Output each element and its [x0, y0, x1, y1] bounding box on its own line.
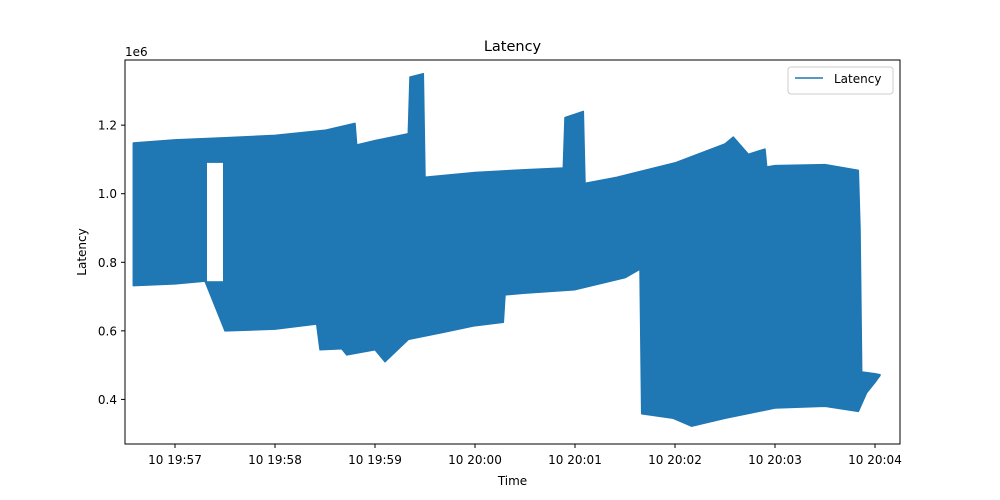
y-axis: 0.4 0.6 0.8 1.0 1.2 [98, 119, 125, 407]
x-tick-label: 10 19:59 [348, 453, 402, 467]
y-axis-title: Latency [75, 228, 89, 275]
axes-frame [124, 59, 901, 445]
x-axis-title: Time [497, 474, 527, 488]
y-tick-label: 0.6 [98, 324, 117, 338]
y-tick-label: 1.0 [98, 187, 117, 201]
x-tick-label: 10 20:00 [448, 453, 502, 467]
y-tick-label: 1.2 [98, 119, 117, 133]
legend-box [787, 66, 894, 95]
x-tick-label: 10 20:02 [648, 453, 702, 467]
x-tick-label: 10 20:01 [548, 453, 602, 467]
x-tick-label: 10 19:57 [148, 453, 202, 467]
y-tick-label: 0.8 [98, 256, 117, 270]
series-band-latency [132, 72, 881, 427]
series-gap-0 [207, 162, 223, 282]
x-tick-label: 10 20:03 [748, 453, 802, 467]
y-tick-label: 0.4 [98, 393, 117, 407]
x-axis: 10 19:57 10 19:58 10 19:59 10 20:00 10 20:01… [148, 444, 902, 467]
y-offset-text: 1e6 [125, 45, 148, 59]
x-tick-label: 10 20:04 [848, 453, 902, 467]
x-tick-label: 10 19:58 [248, 453, 302, 467]
chart-title: Latency [484, 39, 542, 55]
legend-label-latency: Latency [834, 72, 881, 86]
legend: Latency [787, 66, 894, 95]
plot-area [132, 72, 881, 427]
